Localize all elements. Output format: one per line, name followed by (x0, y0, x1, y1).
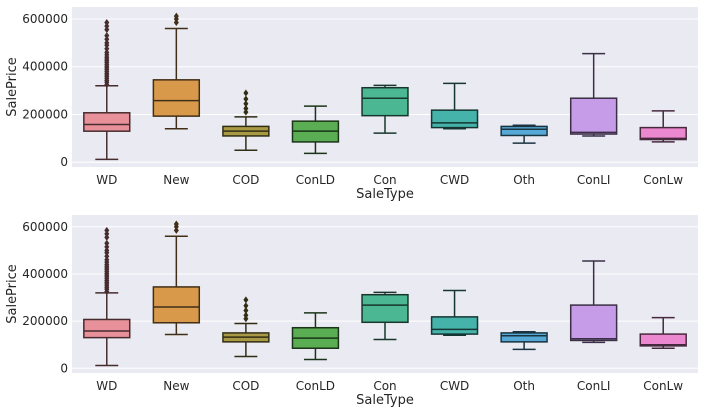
outlier-point (104, 32, 110, 40)
iqr-box (569, 304, 618, 342)
iqr-box (83, 112, 131, 132)
x-tick-label: ConLD (296, 379, 335, 393)
x-tick-label: ConLI (577, 173, 611, 187)
outlier-point (104, 246, 110, 254)
x-tick-label: New (163, 173, 189, 187)
outlier-point (104, 19, 110, 27)
outlier-point (243, 95, 249, 103)
x-tick-label: New (163, 379, 189, 393)
iqr-box (361, 86, 409, 117)
y-axis-label: SalePrice (5, 264, 20, 324)
iqr-box (639, 333, 687, 347)
outlier-point (104, 39, 110, 47)
iqr-box (83, 318, 131, 339)
x-tick-label: Con (373, 379, 396, 393)
outlier-point (173, 220, 179, 228)
box-ConLD (291, 312, 340, 361)
x-tick-label: WD (96, 379, 117, 393)
iqr-box (152, 79, 201, 117)
iqr-box (430, 109, 479, 129)
box-Oth (500, 330, 548, 351)
outlier-point (104, 35, 110, 43)
outlier-point (243, 296, 249, 304)
outlier-point (173, 12, 179, 20)
outlier-point (104, 243, 110, 251)
box-ConLI (569, 260, 618, 344)
outlier-point (104, 45, 110, 53)
iqr-box (500, 125, 548, 137)
box-Oth (500, 124, 548, 144)
outlier-point (243, 104, 249, 112)
box-New (152, 220, 201, 336)
x-tick-label: ConLw (643, 379, 683, 393)
box-COD (222, 89, 270, 152)
x-tick-label: COD (232, 173, 259, 187)
outlier-point (243, 108, 249, 116)
outlier-point (104, 256, 110, 264)
y-tick-label: 0 (60, 361, 68, 375)
box-ConLw (639, 316, 687, 349)
x-tick-label: Oth (513, 379, 535, 393)
box-Con (361, 84, 409, 134)
outlier-point (104, 226, 110, 234)
box-Con (361, 291, 409, 341)
outlier-point (104, 230, 110, 238)
box-CWD (430, 289, 479, 337)
outlier-point (173, 226, 179, 234)
x-tick-label: ConLw (643, 173, 683, 187)
iqr-box (500, 332, 548, 343)
x-tick-label: CWD (440, 379, 469, 393)
outlier-point (243, 311, 249, 319)
box-WD (83, 19, 131, 161)
x-tick-label: ConLD (296, 173, 335, 187)
subplot-1: 0 200000 400000 600000 WD New COD ConLD Con CWD Ot… (5, 7, 698, 202)
x-tick-label: Con (373, 173, 396, 187)
x-tick-label: CWD (440, 173, 469, 187)
outlier-point (104, 239, 110, 247)
outlier-point (104, 48, 110, 56)
x-tick-label: COD (232, 379, 259, 393)
outlier-point (243, 307, 249, 315)
outlier-point (104, 233, 110, 241)
y-tick-label: 200000 (22, 107, 68, 121)
iqr-box (569, 97, 618, 135)
outlier-point (243, 302, 249, 310)
subplot-2: 0 200000 400000 600000 WD New COD ConLD Con CWD Ot… (5, 215, 698, 408)
x-axis-label: SaleType (356, 187, 414, 202)
x-tick-label: ConLI (577, 379, 611, 393)
y-tick-label: 600000 (22, 220, 68, 234)
box-ConLw (639, 110, 687, 143)
y-tick-label: 600000 (22, 12, 68, 26)
box-COD (222, 296, 270, 358)
iqr-box (639, 126, 687, 141)
box-ConLD (291, 105, 340, 155)
y-tick-label: 0 (60, 155, 68, 169)
outlier-point (173, 19, 179, 27)
outlier-point (243, 315, 249, 323)
y-tick-label: 200000 (22, 314, 68, 328)
box-WD (83, 226, 131, 367)
iqr-box (430, 316, 479, 335)
y-tick-label: 400000 (22, 60, 68, 74)
outlier-point (243, 89, 249, 97)
y-tick-label: 400000 (22, 267, 68, 281)
outlier-point (104, 252, 110, 260)
box-ConLI (569, 52, 618, 137)
x-axis-label: SaleType (356, 393, 414, 408)
box-CWD (430, 82, 479, 130)
box-New (152, 12, 201, 130)
outlier-point (243, 100, 249, 108)
x-tick-label: WD (96, 173, 117, 187)
x-tick-label: Oth (513, 173, 535, 187)
outlier-point (104, 22, 110, 30)
iqr-box (361, 293, 409, 324)
outlier-point (104, 26, 110, 34)
iqr-box (152, 286, 201, 324)
y-axis-label: SalePrice (5, 57, 20, 117)
